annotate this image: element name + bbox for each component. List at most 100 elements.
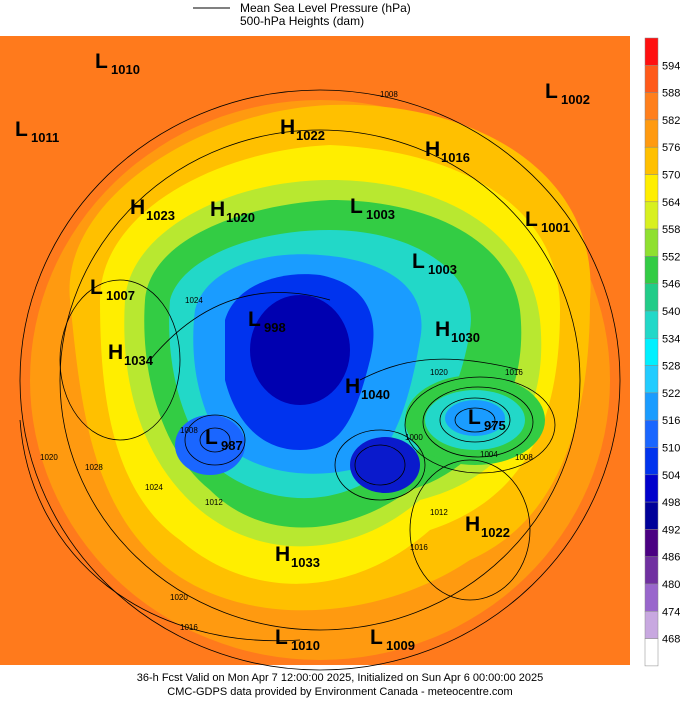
center-value: 1003 — [366, 207, 395, 222]
center-letter: L — [15, 118, 28, 141]
colorbar-box — [644, 556, 659, 585]
center-value: 1003 — [428, 262, 457, 277]
colorbar-label: 552 — [662, 251, 680, 263]
center-letter: H — [435, 318, 450, 341]
colorbar-label: 582 — [662, 115, 680, 127]
colorbar-label: 504 — [662, 470, 680, 482]
field — [445, 400, 505, 436]
center-letter: L — [525, 208, 538, 231]
pressure-center: H 1022 — [465, 513, 510, 540]
colorbar-box — [644, 310, 659, 339]
contour-label: 1024 — [145, 483, 163, 492]
colorbar-label: 474 — [662, 606, 680, 618]
colorbar-label: 480 — [662, 579, 680, 591]
colorbar-box — [644, 529, 659, 557]
colorbar-box — [644, 638, 659, 667]
center-value: 998 — [264, 320, 286, 335]
center-letter: L — [412, 250, 425, 273]
center-letter: H — [345, 375, 360, 398]
contour-label: 1008 — [180, 426, 198, 435]
colorbar-label: 516 — [662, 415, 680, 427]
colorbar-box — [644, 283, 659, 312]
colorbar-box — [644, 37, 659, 66]
colorbar-box — [644, 228, 659, 257]
pressure-center: L 975 — [468, 406, 506, 433]
center-value: 1040 — [361, 387, 390, 402]
center-letter: L — [468, 406, 481, 429]
center-letter: L — [248, 308, 261, 331]
pressure-center: L 998 — [248, 308, 286, 335]
pressure-center: L 1003 — [350, 195, 395, 222]
colorbar-box — [644, 256, 659, 284]
contour-label: 1000 — [405, 433, 423, 442]
center-letter: L — [545, 80, 558, 103]
pressure-center: L 1001 — [525, 208, 570, 235]
colorbar-box — [644, 146, 659, 175]
field — [350, 437, 420, 493]
center-letter: L — [90, 276, 103, 299]
colorbar-label: 528 — [662, 361, 680, 373]
colorbar-box — [644, 583, 659, 612]
center-letter: H — [108, 341, 123, 364]
colorbar-box — [644, 474, 659, 503]
center-value: 987 — [221, 438, 243, 453]
center-letter: H — [465, 513, 480, 536]
pressure-center: H 1016 — [425, 138, 470, 165]
pressure-center: H 1030 — [435, 318, 480, 345]
colorbar-label: 576 — [662, 142, 680, 154]
center-value: 1022 — [296, 128, 325, 143]
colorbar-box — [644, 392, 659, 421]
colorbar-label: 534 — [662, 333, 680, 345]
colorbar-label: 492 — [662, 524, 680, 536]
contour-label: 1008 — [515, 453, 533, 462]
center-letter: L — [205, 426, 218, 449]
center-letter: H — [210, 198, 225, 221]
center-letter: L — [95, 50, 108, 73]
center-value: 1007 — [106, 288, 135, 303]
colorbar-box — [644, 419, 659, 448]
colorbar-label: 468 — [662, 634, 680, 646]
contour-label: 1020 — [430, 368, 448, 377]
footer-valid-time: 36-h Fcst Valid on Mon Apr 7 12:00:00 20… — [137, 672, 543, 684]
center-letter: L — [370, 626, 383, 649]
pressure-center: L 987 — [205, 426, 243, 453]
center-letter: H — [275, 543, 290, 566]
center-value: 1016 — [441, 150, 470, 165]
legend-title: Mean Sea Level Pressure (hPa) — [240, 1, 411, 15]
contour-label: 1012 — [205, 498, 223, 507]
center-value: 1002 — [561, 92, 590, 107]
center-value: 1020 — [226, 210, 255, 225]
contour-label: 1016 — [410, 543, 428, 552]
colorbar-box — [644, 119, 659, 148]
pressure-center: L 1009 — [370, 626, 415, 653]
colorbar-label: 570 — [662, 170, 680, 182]
pressure-center: L 1002 — [545, 80, 590, 107]
center-value: 1033 — [291, 555, 320, 570]
center-value: 1011 — [31, 130, 59, 145]
field — [250, 295, 350, 405]
center-value: 1023 — [146, 208, 175, 223]
center-letter: L — [275, 626, 288, 649]
center-letter: H — [130, 196, 145, 219]
colorbar-box — [644, 338, 659, 366]
center-letter: L — [350, 195, 363, 218]
center-value: 1022 — [481, 525, 510, 540]
colorbar-label: 594 — [662, 60, 680, 72]
pressure-center: H 1040 — [345, 375, 390, 402]
pressure-center: L 1003 — [412, 250, 457, 277]
pressure-center: H 1020 — [210, 198, 255, 225]
colorbar-label: 486 — [662, 552, 680, 564]
colorbar-label: 588 — [662, 88, 680, 100]
contour-label: 1016 — [505, 368, 523, 377]
colorbar-label: 498 — [662, 497, 680, 509]
colorbar-box — [644, 611, 659, 639]
center-letter: H — [280, 116, 295, 139]
colorbar-box — [644, 174, 659, 203]
colorbar-box — [644, 501, 659, 530]
colorbar-label: 522 — [662, 388, 680, 400]
center-letter: H — [425, 138, 440, 161]
contours — [19, 89, 621, 671]
pressure-center: H 1034 — [108, 341, 154, 368]
